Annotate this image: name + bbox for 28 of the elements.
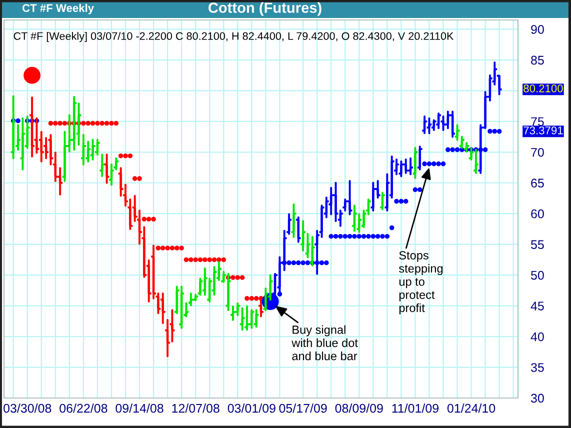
- text: CT #F Weekly: [22, 4, 94, 14]
- x-tick-label: 01/24/10: [447, 404, 496, 413]
- annotation: Buy signal with blue dot and blue bar: [292, 325, 358, 360]
- y-tick-label: 55: [531, 240, 544, 249]
- y-tick-label: 35: [530, 363, 544, 372]
- y-tick-label: 90: [531, 25, 544, 34]
- y-tick-label: 65: [531, 178, 544, 188]
- y-tick-label: 75: [531, 117, 544, 126]
- y-tick-label: 50: [531, 270, 544, 280]
- x-tick-label: 12/07/08: [172, 404, 220, 413]
- x-tick-label: 03/30/08: [4, 404, 52, 413]
- y-tick-label: 60: [531, 209, 544, 218]
- x-tick-label: 05/17/09: [279, 404, 327, 413]
- chart-title: Cotton (Futures): [208, 2, 322, 16]
- x-tick-label: 11/01/09: [392, 404, 438, 413]
- annotation: Stops stepping up to protect profit: [398, 251, 443, 314]
- y-tick-label: 85: [531, 56, 544, 65]
- y-tick-label: 30: [530, 394, 544, 403]
- annotation: 73.3791: [524, 126, 563, 134]
- annotation: 80.2100: [524, 84, 563, 92]
- text: CT #F [Weekly] 03/07/10 -2.2200 C 80.2100, H 82.4400, L 79.4200, O 82.4300, V 20.2110K: [14, 32, 454, 42]
- y-tick-label: 45: [530, 302, 544, 310]
- x-tick-label: 08/09/09: [335, 404, 383, 413]
- x-tick-label: 03/01/09: [228, 404, 276, 413]
- y-tick-label: 70: [531, 148, 544, 157]
- x-tick-label: 06/22/08: [60, 404, 108, 413]
- y-tick-label: 40: [530, 332, 544, 342]
- x-tick-label: 09/14/08: [116, 404, 164, 413]
